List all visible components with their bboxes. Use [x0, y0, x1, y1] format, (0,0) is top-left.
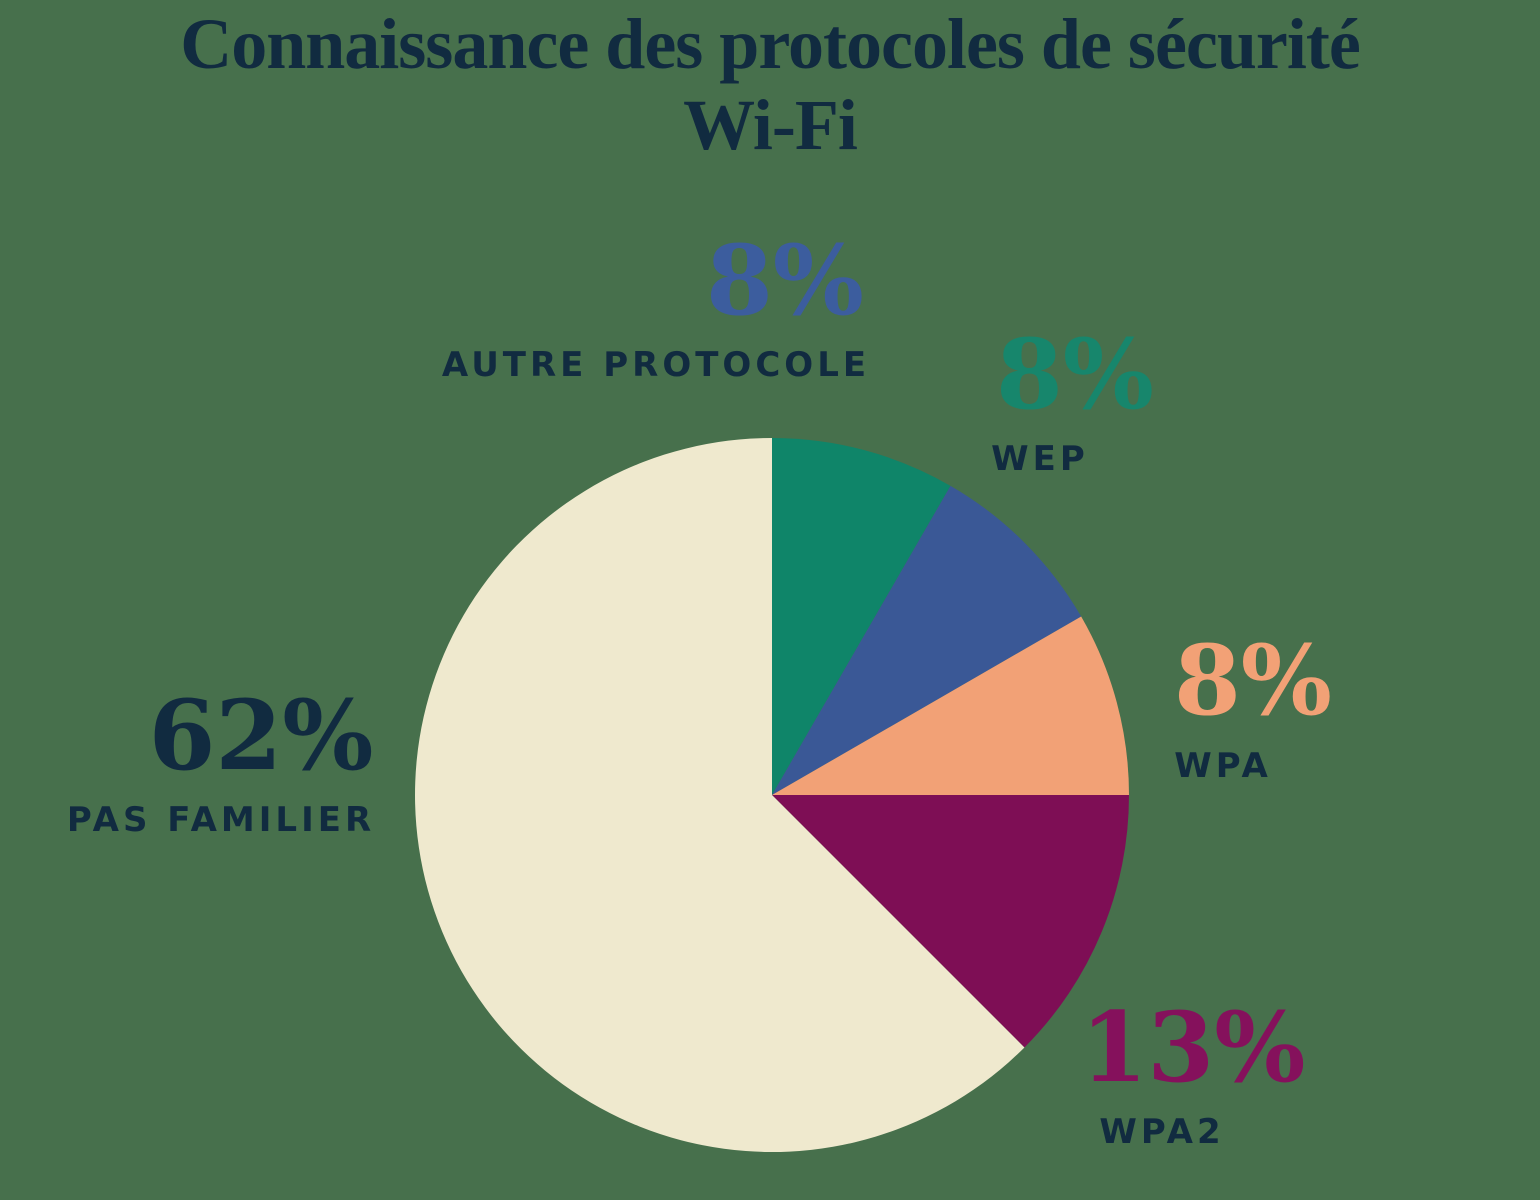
chart-title-line1: Connaissance des protocoles de sécurité [180, 4, 1361, 84]
callout-value-wpa: 8% [1173, 624, 1333, 737]
callout-label-wep: WEP [991, 439, 1089, 479]
callout-label-wpa: WPA [1174, 746, 1272, 786]
pie-slice-wpa [772, 616, 1129, 795]
callout-value-pas-familier: 62% [148, 679, 374, 792]
chart-title-line2: Wi-Fi [683, 85, 858, 166]
chart-title: Connaissance des protocoles de sécurité … [0, 4, 1540, 167]
callout-value-autre-protocole: 8% [705, 224, 865, 337]
callout-value-wpa2: 13% [1080, 991, 1306, 1104]
pie-slice-pas-familier [415, 438, 1025, 1153]
callout-label-pas-familier: PAS FAMILIER [66, 800, 376, 840]
pie-slice-autre-protocole [772, 485, 1082, 795]
callout-value-wep: 8% [995, 318, 1155, 431]
callout-label-wpa2: WPA2 [1099, 1112, 1225, 1152]
callout-label-autre-protocole: AUTRE PROTOCOLE [441, 345, 871, 385]
pie-slice-wep [772, 438, 951, 795]
pie-slice-wpa2 [772, 795, 1129, 1048]
